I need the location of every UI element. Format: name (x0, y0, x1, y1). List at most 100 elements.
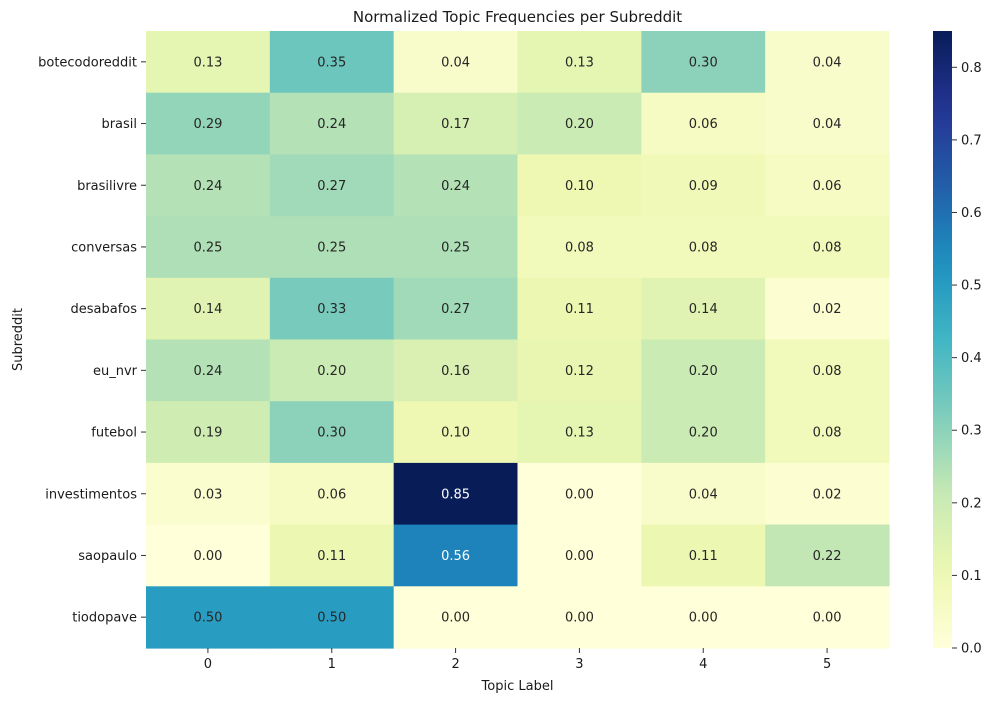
y-tick-label: investimentos (45, 487, 137, 502)
heatmap-cell (641, 277, 766, 341)
heatmap-cell (641, 339, 766, 402)
heatmap-cell (765, 92, 890, 155)
cell-value-label: 0.00 (193, 549, 222, 564)
x-axis-label: Topic Label (481, 679, 554, 694)
cell-value-label: 0.13 (565, 426, 594, 441)
y-axis-ticks: botecodoreddit brasil brasilivre conversas d… (38, 55, 146, 626)
chart-title: Normalized Topic Frequencies per Subredd… (353, 8, 682, 26)
cell-value-label: 0.17 (441, 117, 470, 132)
cell-value-label: 0.85 (441, 487, 470, 502)
cell-value-label: 0.24 (441, 179, 470, 194)
heatmap-cell (269, 401, 395, 464)
heatmap-cell (517, 92, 642, 155)
heatmap-cell (517, 154, 642, 217)
y-tick-label: botecodoreddit (38, 55, 137, 70)
heatmap-cell (269, 339, 395, 402)
cell-value-label: 0.29 (193, 117, 222, 132)
heatmap-cell (641, 31, 766, 94)
cell-value-label: 0.33 (317, 302, 346, 317)
heatmap-cell (765, 31, 890, 94)
y-axis-label: Subreddit (11, 308, 26, 371)
x-tick-label: 5 (823, 657, 831, 672)
heatmap-cell (765, 462, 890, 526)
heatmap-cell (269, 524, 395, 587)
cell-value-label: 0.16 (441, 364, 470, 379)
heatmap-cell (765, 401, 890, 464)
cell-value-label: 0.27 (317, 179, 346, 194)
cell-value-label: 0.08 (689, 240, 718, 255)
heatmap-cell (146, 92, 271, 155)
colorbar: 0.0 0.1 0.2 0.3 0.4 0.5 0.6 0.7 0.8 (933, 31, 982, 657)
heatmap-cell (146, 401, 271, 464)
y-tick-label: brasilivre (77, 179, 137, 194)
heatmap-cell (393, 462, 519, 526)
heatmap-cell (269, 216, 395, 279)
cell-value-label: 0.14 (689, 302, 718, 317)
cell-value-label: 0.20 (317, 364, 346, 379)
heatmap-cell (517, 339, 642, 402)
cell-value-label: 0.30 (317, 426, 346, 441)
cell-value-label: 0.09 (689, 179, 718, 194)
x-tick-label: 2 (451, 657, 459, 672)
heatmap-cell (146, 277, 271, 341)
colorbar-tick-label: 0.3 (961, 424, 982, 439)
y-tick-label: saopaulo (78, 549, 137, 564)
heatmap-cell (393, 31, 519, 94)
heatmap-cell (393, 216, 519, 279)
heatmap-cell (393, 401, 519, 464)
y-tick-label: futebol (91, 426, 137, 441)
cell-value-label: 0.06 (317, 487, 346, 502)
cell-value-label: 0.00 (565, 549, 594, 564)
heatmap-cell (641, 154, 766, 217)
colorbar-tick-label: 0.6 (961, 206, 982, 221)
colorbar-tick-label: 0.1 (961, 569, 982, 584)
cell-value-label: 0.14 (193, 302, 222, 317)
colorbar-tick-label: 0.0 (961, 642, 982, 657)
heatmap-cell (641, 586, 766, 649)
cell-value-label: 0.12 (565, 364, 594, 379)
cell-value-label: 0.08 (813, 364, 842, 379)
heatmap-cell (146, 216, 271, 279)
heatmap-cell (393, 524, 519, 587)
colorbar-tick-label: 0.8 (961, 61, 982, 76)
x-tick-label: 4 (699, 657, 707, 672)
heatmap-cell (765, 586, 890, 649)
heatmap-cell (517, 462, 642, 526)
x-tick-label: 1 (328, 657, 336, 672)
x-axis-ticks: 0 1 2 3 4 5 (204, 648, 831, 672)
x-tick-label: 0 (204, 657, 212, 672)
cell-value-label: 0.10 (565, 179, 594, 194)
heatmap-cell (393, 586, 519, 649)
heatmap-cell (517, 524, 642, 587)
cell-value-label: 0.06 (689, 117, 718, 132)
cell-value-label: 0.08 (813, 240, 842, 255)
heatmap-cell (641, 462, 766, 526)
cell-value-label: 0.20 (689, 426, 718, 441)
heatmap-cell (269, 92, 395, 155)
heatmap-cell (393, 277, 519, 341)
cell-value-label: 0.30 (689, 55, 718, 70)
cell-value-label: 0.25 (193, 240, 222, 255)
heatmap-cell (517, 216, 642, 279)
heatmap-cell (517, 586, 642, 649)
heatmap-cell (146, 524, 271, 587)
cell-value-label: 0.03 (193, 487, 222, 502)
cell-value-label: 0.24 (317, 117, 346, 132)
cell-value-label: 0.04 (689, 487, 718, 502)
cell-value-label: 0.04 (813, 55, 842, 70)
cell-value-label: 0.24 (193, 179, 222, 194)
y-tick-label: conversas (71, 240, 137, 255)
cell-value-label: 0.13 (193, 55, 222, 70)
cell-value-label: 0.24 (193, 364, 222, 379)
heatmap-cell (146, 586, 271, 649)
cell-value-label: 0.11 (689, 549, 718, 564)
colorbar-gradient (933, 31, 952, 648)
cell-value-label: 0.27 (441, 302, 470, 317)
heatmap-cell (269, 586, 395, 649)
heatmap-cell (765, 216, 890, 279)
cell-value-label: 0.22 (813, 549, 842, 564)
cell-value-label: 0.02 (813, 487, 842, 502)
cell-value-label: 0.50 (317, 611, 346, 626)
